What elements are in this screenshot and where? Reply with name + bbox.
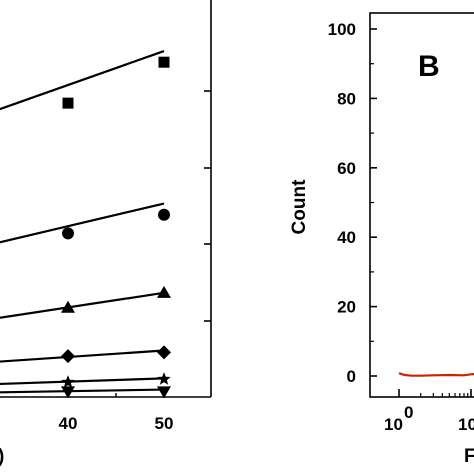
panel-a-point-triangle (61, 300, 75, 313)
panel-a-fit-line-triangle (0, 291, 165, 319)
panel-a-x-tick-label: 50 (155, 414, 174, 433)
panel-b-series-line (398, 372, 474, 377)
panel-b-y-tick-labels: 0 20 40 60 80 100 (328, 20, 356, 386)
panel-a-point-star (61, 375, 75, 388)
panel-b-y-tick-label: 100 (328, 20, 356, 39)
panel-b-label: B (418, 50, 440, 83)
panel-b-plot-frame (369, 12, 474, 398)
panel-a-point-triangle-down (157, 386, 171, 399)
panel-b-y-tick-label: 0 (347, 367, 356, 386)
panel-a-fit-line-square (0, 50, 165, 111)
panel-b-x-tick-label: 10 (458, 415, 474, 434)
panel-b-y-title: Count (289, 179, 310, 235)
panel-b-ticks (370, 28, 472, 397)
panel-a-fit-line-diamond (0, 349, 165, 363)
panel-a-point-diamond (157, 345, 171, 360)
panel-b-x-tick-label: 10 (384, 415, 403, 434)
panel-a-fit-lines (0, 50, 165, 394)
panel-a-point-triangle-down (61, 386, 75, 399)
panel-b-x-tick-exponent: 0 (404, 403, 413, 422)
panel-a: 40 50 ) (0, 0, 212, 467)
panel-a-point-circle (158, 208, 170, 221)
panel-a-point-star (157, 372, 171, 385)
panel-a-point-circle (62, 227, 74, 240)
panel-a-fit-line-triangle-down (0, 388, 165, 394)
panel-a-point-triangle (157, 285, 171, 298)
panel-a-points (61, 56, 171, 399)
panel-b-y-tick-label: 60 (337, 159, 356, 178)
panel-a-fit-line-star (0, 377, 165, 386)
panel-a-x-tick-label: 40 (59, 414, 78, 433)
panel-a-point-square (158, 56, 170, 68)
panel-a-point-square (62, 97, 74, 109)
panel-b-y-tick-label: 20 (337, 298, 356, 317)
panel-a-x-title-fragment: ) (0, 446, 4, 467)
panel-a-point-diamond (61, 349, 75, 364)
panel-a-fit-line-circle (0, 202, 165, 244)
panel-b-x-title-fragment: F (464, 446, 474, 467)
panel-b-y-tick-label: 40 (337, 228, 356, 247)
panel-b-y-tick-label: 80 (337, 89, 356, 108)
panel-a-x-tick-labels: 40 50 (59, 414, 174, 433)
